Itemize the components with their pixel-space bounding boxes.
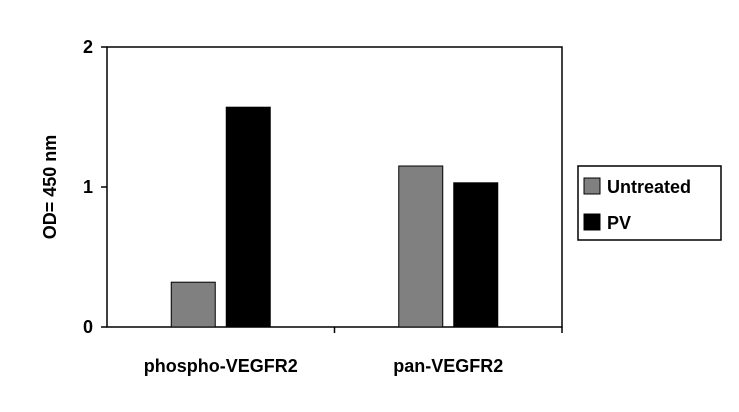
legend-label-untreated: Untreated bbox=[607, 177, 691, 197]
x-axis-category-labels: phospho-VEGFR2 pan-VEGFR2 bbox=[144, 327, 563, 376]
legend-swatch-pv bbox=[583, 213, 601, 231]
x-category-label: phospho-VEGFR2 bbox=[144, 356, 298, 376]
y-tick-label: 1 bbox=[83, 177, 93, 197]
bar-pv-pan-vegfr2 bbox=[453, 182, 499, 328]
y-axis-ticks: 0 1 2 bbox=[83, 37, 107, 337]
bar-untreated-phospho-vegfr2 bbox=[170, 281, 216, 328]
bar-pv-phospho-vegfr2 bbox=[225, 106, 271, 328]
bar-untreated-pan-vegfr2 bbox=[398, 165, 444, 328]
legend-box bbox=[577, 165, 722, 241]
y-tick-label: 2 bbox=[83, 37, 93, 57]
x-category-label: pan-VEGFR2 bbox=[393, 356, 503, 376]
legend-swatch-untreated bbox=[583, 177, 601, 195]
y-tick-label: 0 bbox=[83, 317, 93, 337]
legend: Untreated PV bbox=[577, 165, 722, 241]
y-axis-label: OD= 450 nm bbox=[40, 135, 60, 240]
legend-label-pv: PV bbox=[607, 213, 631, 233]
bars bbox=[170, 106, 499, 328]
